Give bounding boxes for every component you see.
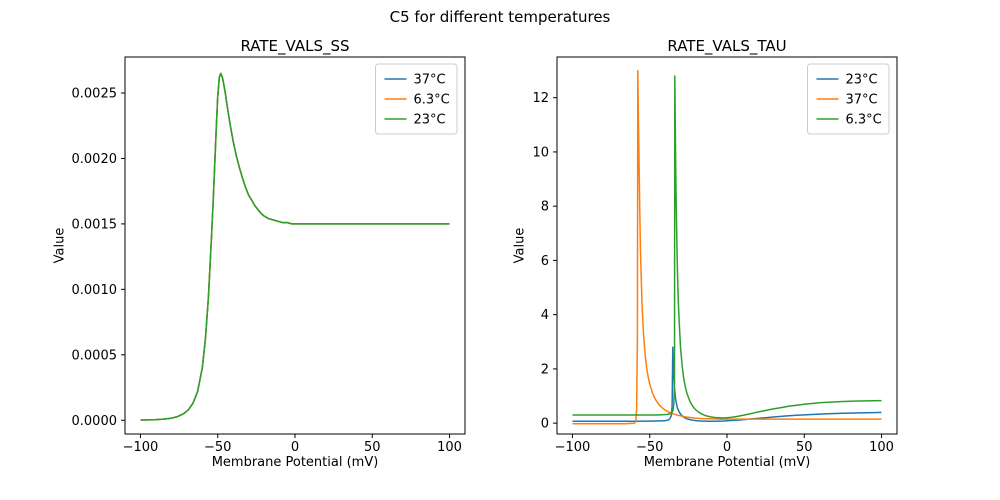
subplot-ss-xlabel: Membrane Potential (mV)	[211, 455, 379, 470]
x-tick-label: 50	[796, 440, 813, 455]
subplot-ss-title: RATE_VALS_SS	[240, 37, 350, 55]
subplot-tau-ylabel: Value	[512, 227, 528, 264]
y-tick-label: 0.0025	[72, 86, 118, 101]
legend-label: 37°C	[414, 73, 446, 88]
series-line-23°C	[572, 346, 882, 423]
series-line-37°C	[572, 69, 882, 425]
subplot-tau-xlabel: Membrane Potential (mV)	[643, 455, 811, 470]
series-line-23°C	[140, 72, 450, 421]
x-tick-label: 100	[869, 440, 894, 455]
figure-suptitle: C5 for different temperatures	[389, 8, 611, 26]
y-tick-label: 0.0000	[72, 414, 118, 429]
x-tick-label: −50	[204, 440, 231, 455]
y-tick-label: 0	[541, 417, 549, 432]
y-tick-label: 0.0010	[72, 283, 118, 298]
y-tick-label: 0.0020	[72, 152, 118, 167]
y-tick-label: 8	[541, 200, 549, 215]
y-tick-label: 10	[532, 145, 549, 160]
legend-box	[375, 63, 458, 135]
x-tick-label: 0	[291, 440, 299, 455]
y-tick-label: 0.0005	[72, 348, 118, 363]
legend-box	[807, 63, 890, 135]
x-tick-label: 100	[437, 440, 462, 455]
legend-label: 6.3°C	[414, 93, 450, 108]
y-tick-label: 0.0015	[72, 217, 118, 232]
y-tick-label: 12	[532, 91, 549, 106]
x-tick-label: −100	[555, 440, 591, 455]
x-tick-label: 0	[723, 440, 731, 455]
legend-label: 6.3°C	[846, 113, 882, 128]
x-tick-label: −50	[636, 440, 663, 455]
legend-label: 23°C	[846, 73, 878, 88]
series-line-6.3°C	[572, 75, 882, 419]
subplot-tau-title: RATE_VALS_TAU	[667, 37, 787, 55]
y-tick-label: 4	[541, 308, 549, 323]
x-tick-label: −100	[123, 440, 159, 455]
x-tick-label: 50	[364, 440, 381, 455]
y-tick-label: 2	[541, 362, 549, 377]
legend-label: 23°C	[414, 113, 446, 128]
legend-label: 37°C	[846, 93, 878, 108]
subplot-ss-ylabel: Value	[52, 227, 68, 264]
y-tick-label: 6	[541, 254, 549, 269]
